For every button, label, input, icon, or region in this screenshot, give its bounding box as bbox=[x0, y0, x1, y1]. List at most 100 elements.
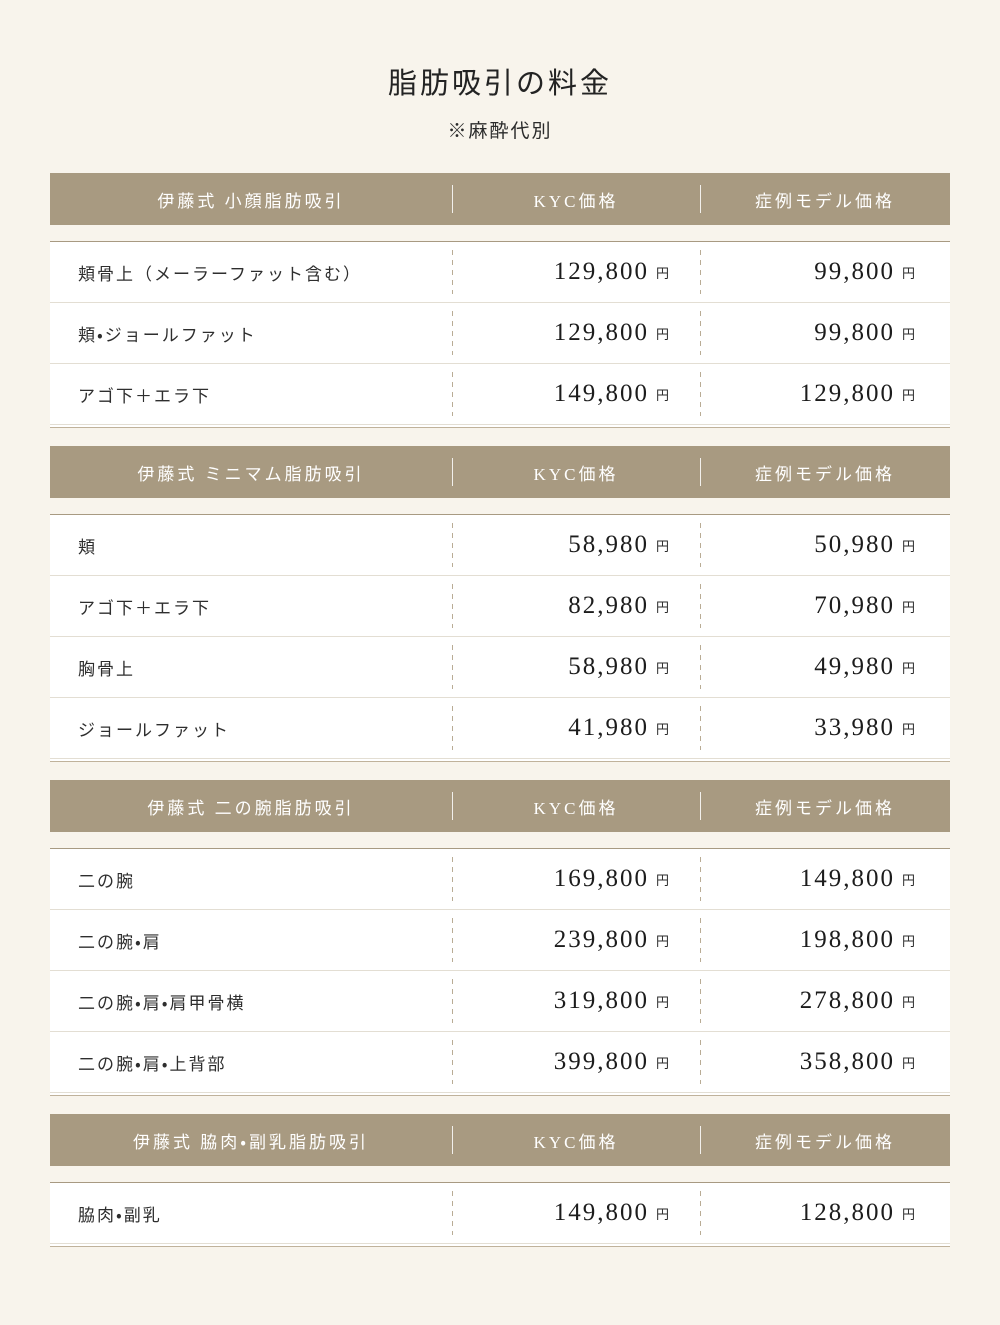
model-price: 129,800 bbox=[799, 380, 895, 407]
table-title: 伊藤式 小顔脂肪吸引 bbox=[157, 191, 345, 211]
table-title: 伊藤式 二の腕脂肪吸引 bbox=[147, 798, 355, 818]
column-header-kyc: KYC価格 bbox=[452, 173, 700, 225]
model-price: 198,800 bbox=[799, 926, 895, 953]
model-price-cell: 70,980 円 bbox=[700, 576, 950, 636]
kyc-price-cell: 129,800 円 bbox=[452, 303, 700, 363]
model-price-cell: 149,800 円 bbox=[700, 849, 950, 909]
table-row: 頬 58,980 円 50,980 円 bbox=[50, 515, 950, 576]
yen-unit: 円 bbox=[655, 721, 670, 737]
column-header-model: 症例モデル価格 bbox=[700, 173, 950, 225]
model-price-cell: 358,800 円 bbox=[700, 1032, 950, 1092]
model-price-cell: 278,800 円 bbox=[700, 971, 950, 1031]
yen-unit: 円 bbox=[901, 994, 916, 1010]
model-price: 128,800 bbox=[799, 1199, 895, 1226]
yen-unit: 円 bbox=[655, 387, 670, 403]
pricing-page: 脂肪吸引の料金 ※麻酔代別 伊藤式 小顔脂肪吸引 KYC価格 症例モデル価格 頬… bbox=[50, 0, 950, 1325]
table-header-row: 伊藤式 小顔脂肪吸引 KYC価格 症例モデル価格 bbox=[50, 173, 950, 225]
model-price: 149,800 bbox=[799, 865, 895, 892]
row-label: 頬骨上（メーラーファット含む） bbox=[78, 264, 362, 284]
kyc-price-cell: 149,800 円 bbox=[452, 364, 700, 424]
yen-unit: 円 bbox=[655, 994, 670, 1010]
table-title: 伊藤式 脇肉・副乳脂肪吸引 bbox=[132, 1132, 370, 1152]
yen-unit: 円 bbox=[655, 1206, 670, 1222]
kyc-price: 399,800 bbox=[553, 1048, 649, 1075]
model-price-cell: 128,800 円 bbox=[700, 1183, 950, 1243]
kyc-price: 41,980 bbox=[568, 714, 649, 741]
yen-unit: 円 bbox=[655, 599, 670, 615]
kyc-price: 239,800 bbox=[553, 926, 649, 953]
table-body: 脇肉・副乳 149,800 円 128,800 円 bbox=[50, 1182, 950, 1247]
yen-unit: 円 bbox=[901, 387, 916, 403]
row-label: 二の腕・肩・上背部 bbox=[78, 1054, 227, 1074]
kyc-price-cell: 41,980 円 bbox=[452, 698, 700, 758]
kyc-price: 319,800 bbox=[553, 987, 649, 1014]
row-label: ジョールファット bbox=[78, 720, 230, 740]
yen-unit: 円 bbox=[901, 1055, 916, 1071]
model-price-cell: 198,800 円 bbox=[700, 910, 950, 970]
row-label: 脇肉・副乳 bbox=[78, 1205, 162, 1225]
table-row: 頬骨上（メーラーファット含む） 129,800 円 99,800 円 bbox=[50, 242, 950, 303]
model-price: 358,800 bbox=[799, 1048, 895, 1075]
table-title: 伊藤式 ミニマム脂肪吸引 bbox=[137, 464, 365, 484]
yen-unit: 円 bbox=[901, 326, 916, 342]
column-header-kyc: KYC価格 bbox=[452, 780, 700, 832]
kyc-price: 129,800 bbox=[553, 258, 649, 285]
table-row: 頬・ジョールファット 129,800 円 99,800 円 bbox=[50, 303, 950, 364]
model-price: 99,800 bbox=[814, 258, 895, 285]
kyc-price-cell: 129,800 円 bbox=[452, 242, 700, 302]
model-price: 278,800 bbox=[799, 987, 895, 1014]
model-price: 99,800 bbox=[814, 319, 895, 346]
kyc-price: 58,980 bbox=[568, 531, 649, 558]
kyc-price-cell: 82,980 円 bbox=[452, 576, 700, 636]
kyc-price-cell: 58,980 円 bbox=[452, 515, 700, 575]
model-price-cell: 99,800 円 bbox=[700, 242, 950, 302]
table-header-row: 伊藤式 脇肉・副乳脂肪吸引 KYC価格 症例モデル価格 bbox=[50, 1114, 950, 1166]
pricing-table-kogao: 伊藤式 小顔脂肪吸引 KYC価格 症例モデル価格 頬骨上（メーラーファット含む）… bbox=[50, 173, 950, 428]
yen-unit: 円 bbox=[901, 538, 916, 554]
kyc-price-cell: 319,800 円 bbox=[452, 971, 700, 1031]
kyc-price: 169,800 bbox=[553, 865, 649, 892]
yen-unit: 円 bbox=[655, 660, 670, 676]
pricing-table-minimum: 伊藤式 ミニマム脂肪吸引 KYC価格 症例モデル価格 頬 58,980 円 50,… bbox=[50, 446, 950, 762]
table-row: 二の腕・肩・肩甲骨横 319,800 円 278,800 円 bbox=[50, 971, 950, 1032]
row-label: 頬 bbox=[78, 537, 97, 557]
table-body: 二の腕 169,800 円 149,800 円 二の腕・肩 239,800 円 198… bbox=[50, 848, 950, 1096]
table-row: 二の腕・肩・上背部 399,800 円 358,800 円 bbox=[50, 1032, 950, 1093]
model-price-cell: 129,800 円 bbox=[700, 364, 950, 424]
table-row: 胸骨上 58,980 円 49,980 円 bbox=[50, 637, 950, 698]
model-price: 49,980 bbox=[814, 653, 895, 680]
pricing-table-wakiniku: 伊藤式 脇肉・副乳脂肪吸引 KYC価格 症例モデル価格 脇肉・副乳 149,80… bbox=[50, 1114, 950, 1247]
model-price: 50,980 bbox=[814, 531, 895, 558]
yen-unit: 円 bbox=[901, 872, 916, 888]
column-header-kyc: KYC価格 bbox=[452, 1114, 700, 1166]
row-label: 二の腕 bbox=[78, 871, 135, 891]
column-header-model: 症例モデル価格 bbox=[700, 1114, 950, 1166]
row-label: アゴ下＋エラ下 bbox=[78, 598, 211, 618]
yen-unit: 円 bbox=[901, 660, 916, 676]
model-price-cell: 49,980 円 bbox=[700, 637, 950, 697]
kyc-price: 82,980 bbox=[568, 592, 649, 619]
column-header-model: 症例モデル価格 bbox=[700, 780, 950, 832]
kyc-price: 149,800 bbox=[553, 380, 649, 407]
model-price: 70,980 bbox=[814, 592, 895, 619]
yen-unit: 円 bbox=[655, 326, 670, 342]
table-row: アゴ下＋エラ下 82,980 円 70,980 円 bbox=[50, 576, 950, 637]
kyc-price: 58,980 bbox=[568, 653, 649, 680]
table-row: 脇肉・副乳 149,800 円 128,800 円 bbox=[50, 1183, 950, 1244]
column-header-model: 症例モデル価格 bbox=[700, 446, 950, 498]
yen-unit: 円 bbox=[655, 1055, 670, 1071]
kyc-price-cell: 239,800 円 bbox=[452, 910, 700, 970]
row-label: 胸骨上 bbox=[78, 659, 135, 679]
table-body: 頬 58,980 円 50,980 円 アゴ下＋エラ下 82,980 円 70,980… bbox=[50, 514, 950, 762]
table-row: 二の腕 169,800 円 149,800 円 bbox=[50, 849, 950, 910]
model-price-cell: 99,800 円 bbox=[700, 303, 950, 363]
table-header-row: 伊藤式 二の腕脂肪吸引 KYC価格 症例モデル価格 bbox=[50, 780, 950, 832]
row-label: 二の腕・肩・肩甲骨横 bbox=[78, 993, 246, 1013]
yen-unit: 円 bbox=[655, 265, 670, 281]
kyc-price: 149,800 bbox=[553, 1199, 649, 1226]
column-header-kyc: KYC価格 bbox=[452, 446, 700, 498]
yen-unit: 円 bbox=[901, 721, 916, 737]
table-row: ジョールファット 41,980 円 33,980 円 bbox=[50, 698, 950, 759]
table-row: 二の腕・肩 239,800 円 198,800 円 bbox=[50, 910, 950, 971]
kyc-price-cell: 149,800 円 bbox=[452, 1183, 700, 1243]
